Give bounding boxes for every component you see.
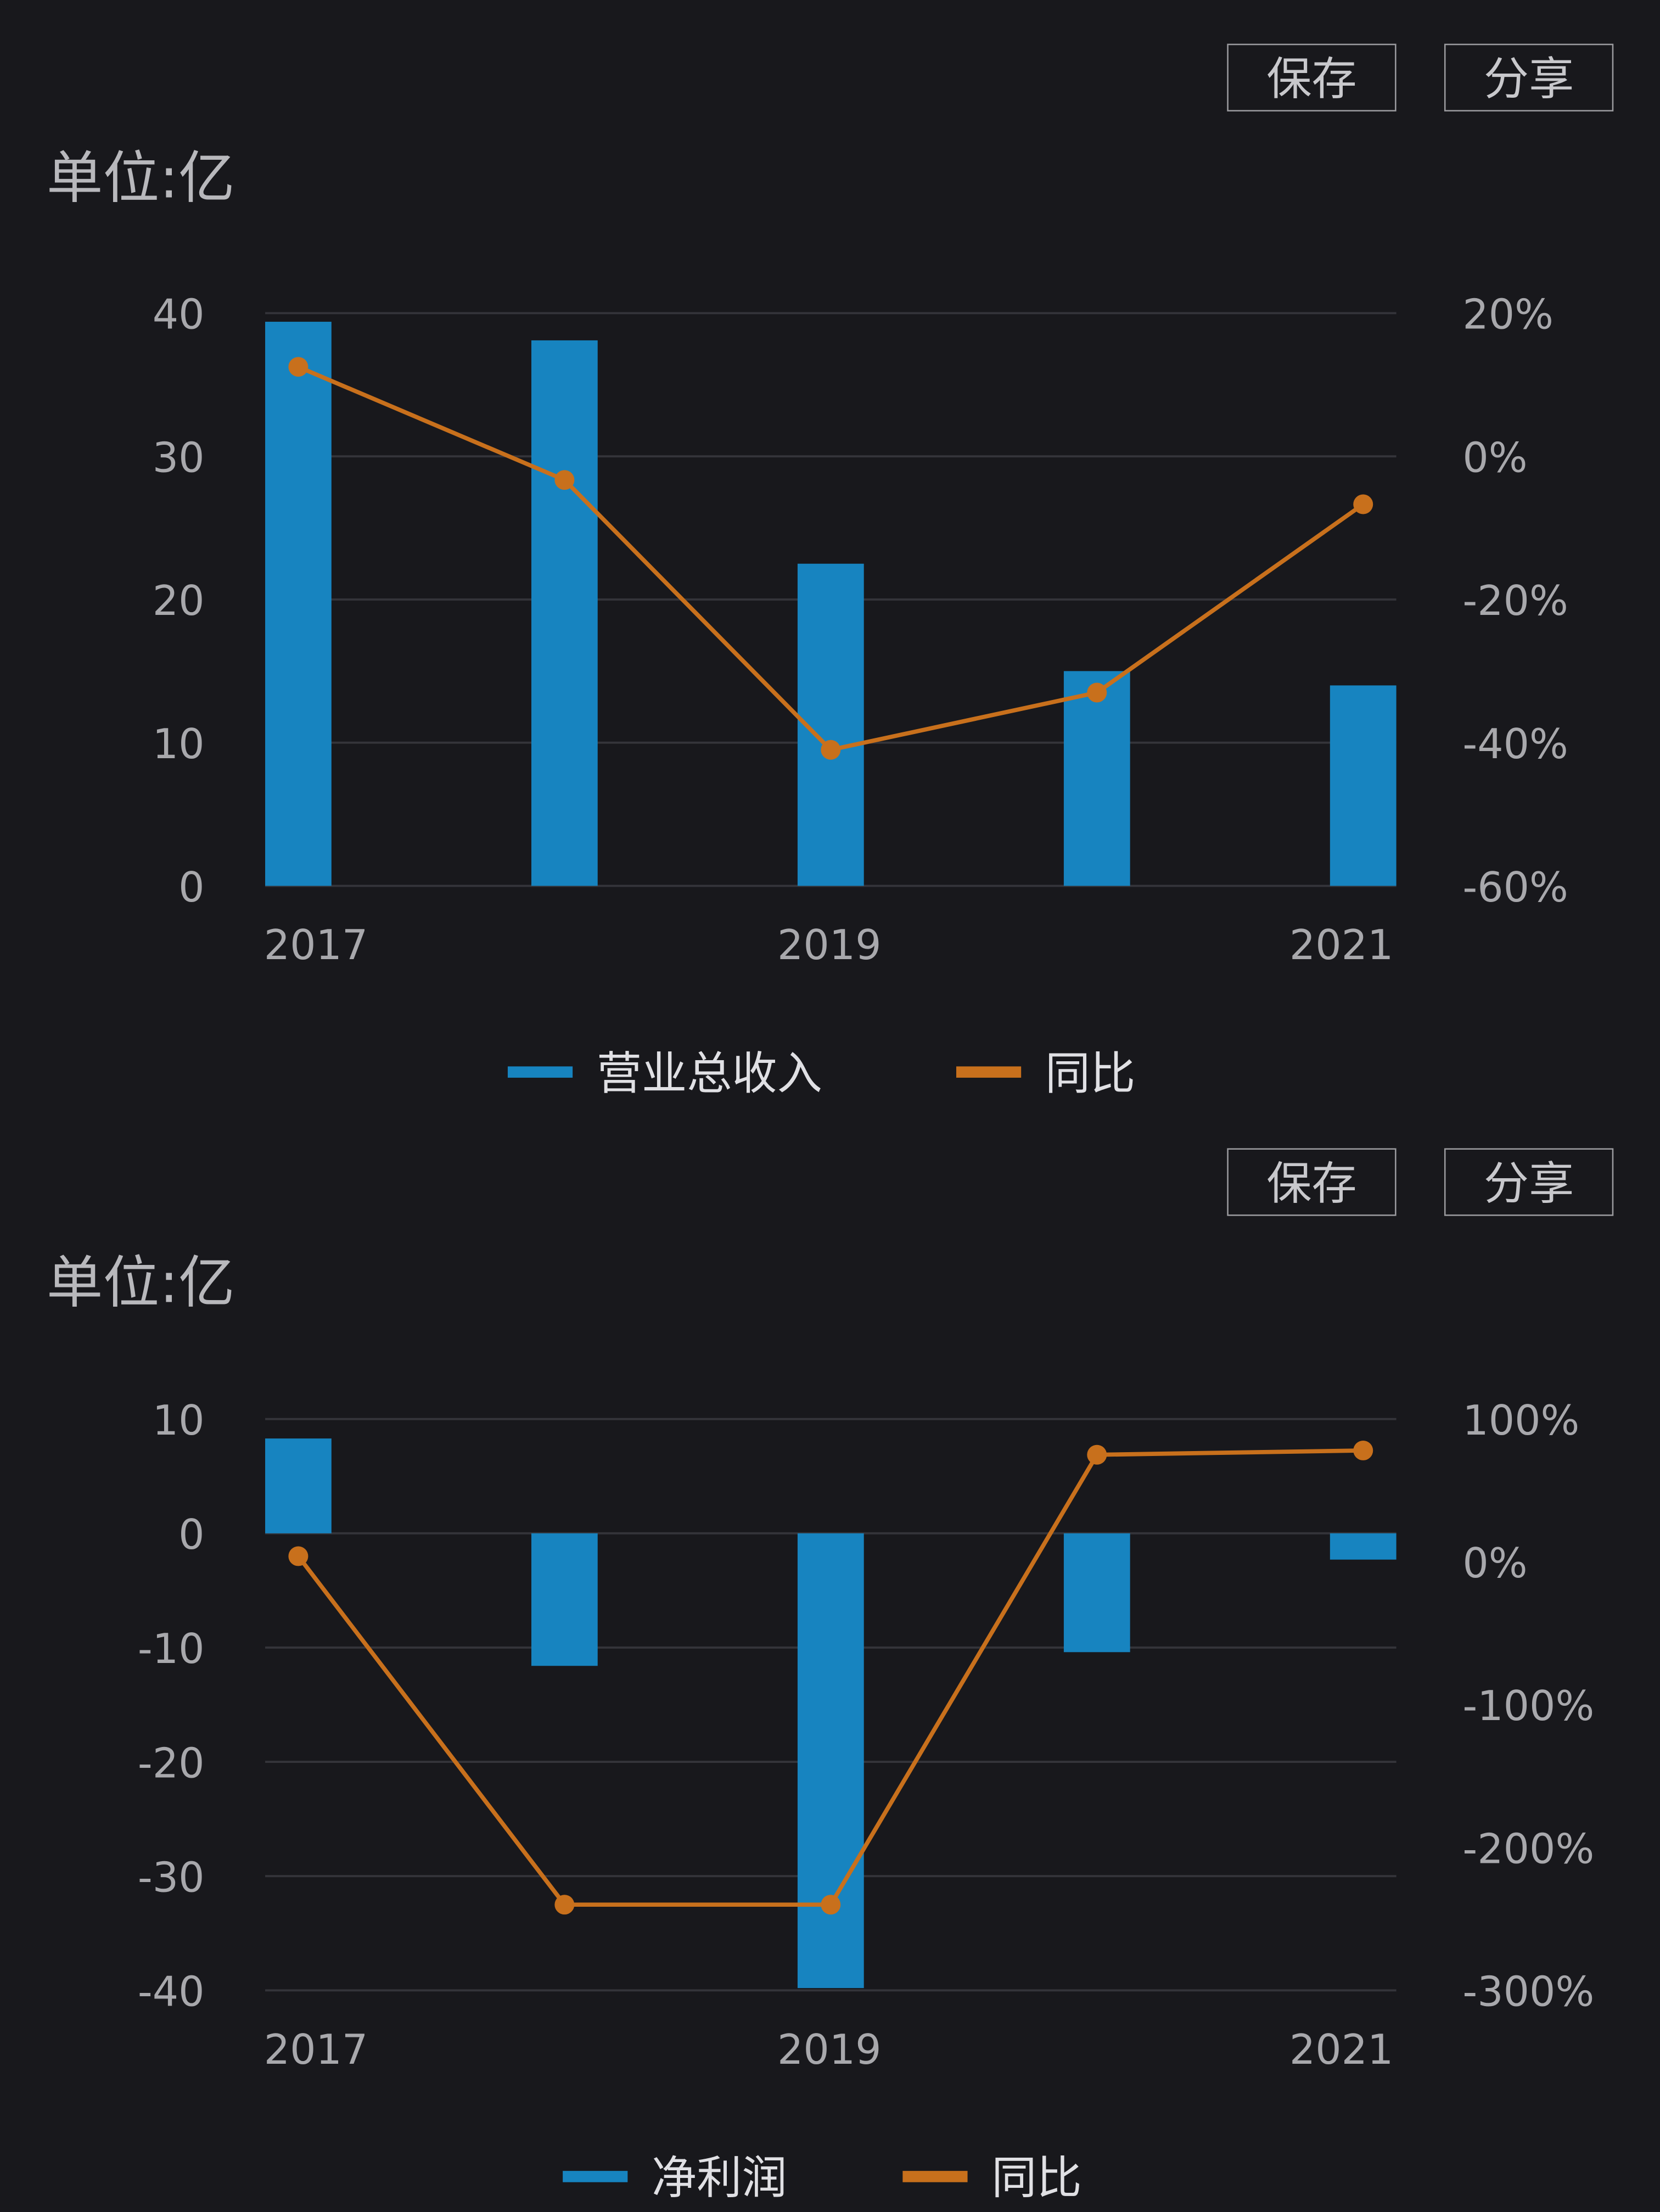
x-axis-tick-label: 2021: [1289, 2026, 1394, 2074]
revenue-chart-panel: 保存 分享 单位:亿 0 10 20 30 40 -60% -40% -20% 0% 20% 201…: [46, 43, 1614, 1100]
bar-2017: [265, 1438, 332, 1533]
save-button[interactable]: 保存: [1227, 1148, 1397, 1216]
bar-2021: [1330, 685, 1397, 886]
left-axis-tick-label: -30: [138, 1853, 205, 1901]
left-axis-tick-label: -40: [138, 1968, 205, 2016]
unit-label: 单位:亿: [46, 1251, 235, 1317]
right-axis-tick-label: 0%: [1462, 1539, 1527, 1587]
left-axis-tick-label: 30: [153, 434, 205, 481]
revenue-chart: 0 10 20 30 40 -60% -40% -20% 0% 20% 2017 2019 2021 营业…: [153, 291, 1568, 1100]
legend-label-line: 同比: [1045, 1048, 1135, 1100]
yoy-point-2020: [1087, 1444, 1107, 1465]
left-axis-tick-label: 10: [153, 720, 205, 768]
left-axis-tick-label: -20: [138, 1739, 205, 1787]
x-axis-tick-label: 2019: [777, 2026, 882, 2074]
left-axis-tick-label: -10: [138, 1625, 205, 1673]
yoy-point-2019: [821, 740, 841, 760]
legend-label-bar: 营业总收入: [597, 1048, 822, 1100]
legend-swatch-bar: [507, 1066, 573, 1078]
yoy-point-2017: [288, 1546, 309, 1566]
share-button[interactable]: 分享: [1444, 43, 1614, 111]
bar-2018: [531, 1533, 598, 1666]
right-axis-tick-label: -60%: [1462, 864, 1568, 911]
right-axis-tick-label: 100%: [1462, 1397, 1579, 1444]
unit-label: 单位:亿: [46, 147, 235, 212]
legend-swatch-line: [902, 2171, 968, 2182]
yoy-point-2021: [1353, 1440, 1373, 1460]
yoy-point-2021: [1353, 494, 1373, 514]
yoy-point-2018: [554, 1895, 575, 1915]
right-axis-tick-label: -100%: [1462, 1682, 1594, 1730]
bar-2020: [1063, 1533, 1130, 1653]
save-button[interactable]: 保存: [1227, 43, 1397, 111]
legend-label-bar: 净利润: [652, 2152, 787, 2204]
profit-chart-panel: 保存 分享 单位:亿 -40 -30 -20 -10 0 10 -300% -200% -100…: [0, 1105, 1660, 2210]
left-axis-tick-label: 0: [178, 864, 204, 911]
right-axis-tick-label: -200%: [1462, 1825, 1594, 1873]
yoy-point-2017: [288, 357, 309, 377]
yoy-point-2020: [1087, 682, 1107, 703]
bar-2019: [797, 1533, 864, 1989]
x-axis-tick-label: 2019: [777, 921, 882, 969]
left-axis-tick-label: 40: [153, 291, 205, 339]
bar-2017: [265, 322, 332, 886]
legend-label-line: 同比: [991, 2152, 1081, 2204]
right-axis-tick-label: -300%: [1462, 1968, 1594, 2016]
share-button[interactable]: 分享: [1444, 1148, 1614, 1216]
bar-2018: [531, 340, 598, 886]
legend-swatch-line: [956, 1066, 1022, 1078]
net-profit-chart: -40 -30 -20 -10 0 10 -300% -200% -100% 0% 100% 2017…: [138, 1397, 1594, 2204]
legend-swatch-bar: [563, 2171, 628, 2182]
right-axis-tick-label: -40%: [1462, 720, 1568, 768]
x-axis-tick-label: 2017: [264, 2026, 368, 2074]
right-axis-tick-label: -20%: [1462, 577, 1568, 625]
x-axis-tick-label: 2021: [1289, 921, 1394, 969]
yoy-point-2018: [554, 470, 575, 490]
left-axis-tick-label: 10: [153, 1397, 205, 1444]
left-axis-tick-label: 20: [153, 577, 205, 625]
x-axis-tick-label: 2017: [264, 921, 368, 969]
bar-2021: [1330, 1533, 1397, 1560]
yoy-point-2019: [821, 1895, 841, 1915]
bar-2020: [1063, 671, 1130, 886]
right-axis-tick-label: 20%: [1462, 291, 1554, 339]
right-axis-tick-label: 0%: [1462, 434, 1527, 481]
left-axis-tick-label: 0: [178, 1511, 204, 1559]
